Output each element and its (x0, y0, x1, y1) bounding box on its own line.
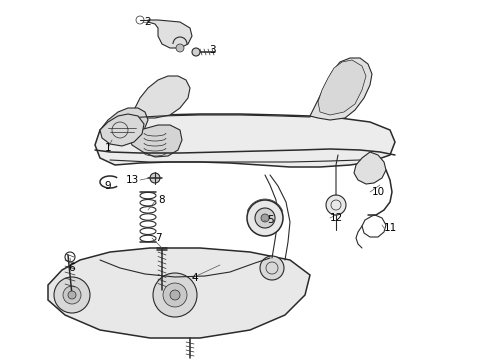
Circle shape (63, 286, 81, 304)
Circle shape (247, 200, 283, 236)
Polygon shape (95, 114, 395, 167)
Text: 3: 3 (209, 45, 215, 55)
Circle shape (170, 290, 180, 300)
Circle shape (326, 195, 346, 215)
Circle shape (153, 273, 197, 317)
Circle shape (260, 256, 284, 280)
Text: 11: 11 (383, 223, 396, 233)
Text: 8: 8 (159, 195, 165, 205)
Polygon shape (130, 76, 190, 118)
Circle shape (68, 291, 76, 299)
Text: 9: 9 (105, 181, 111, 191)
Circle shape (255, 208, 275, 228)
Text: 7: 7 (155, 233, 161, 243)
Text: 1: 1 (105, 143, 111, 153)
Polygon shape (318, 60, 366, 115)
Circle shape (163, 283, 187, 307)
Circle shape (150, 173, 160, 183)
Text: 5: 5 (267, 215, 273, 225)
Polygon shape (100, 108, 148, 138)
Text: 6: 6 (69, 263, 75, 273)
Polygon shape (148, 20, 192, 48)
Text: 10: 10 (371, 187, 385, 197)
Polygon shape (48, 248, 310, 338)
Text: 2: 2 (145, 17, 151, 27)
Circle shape (261, 214, 269, 222)
Circle shape (192, 48, 200, 56)
Polygon shape (310, 58, 372, 120)
Circle shape (176, 44, 184, 52)
Circle shape (54, 277, 90, 313)
Polygon shape (100, 114, 144, 146)
Text: 12: 12 (329, 213, 343, 223)
Text: 13: 13 (125, 175, 139, 185)
Polygon shape (354, 152, 386, 184)
Text: 4: 4 (192, 273, 198, 283)
Polygon shape (130, 125, 182, 157)
